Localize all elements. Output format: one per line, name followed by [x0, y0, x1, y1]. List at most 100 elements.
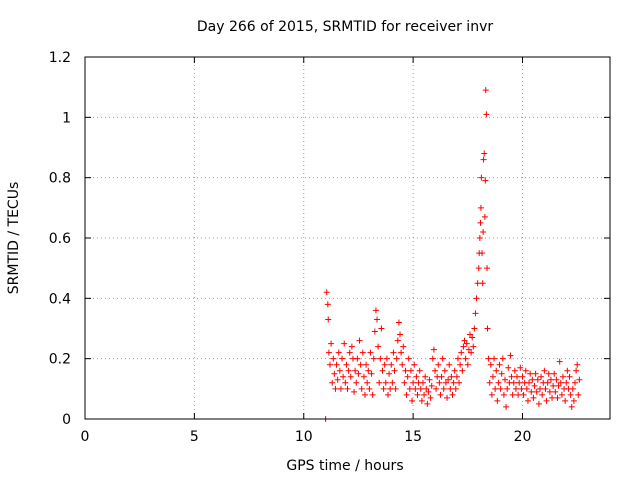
- data-point: [451, 367, 458, 374]
- data-point: [409, 397, 416, 404]
- data-point: [550, 382, 557, 389]
- data-point: [339, 355, 346, 362]
- x-tick-labels: 0 5 10 15 20: [81, 429, 532, 445]
- data-point: [475, 265, 482, 272]
- data-point: [567, 391, 574, 398]
- data-point: [345, 367, 352, 374]
- data-point: [511, 367, 518, 374]
- x-tick-label: 5: [190, 429, 199, 445]
- data-point: [515, 391, 522, 398]
- data-point: [468, 349, 475, 356]
- data-point: [462, 355, 469, 362]
- data-point: [417, 385, 424, 392]
- data-point: [559, 373, 566, 380]
- data-point: [406, 385, 413, 392]
- data-point: [375, 343, 382, 350]
- data-point: [410, 379, 417, 386]
- y-tick-labels: 0 0.2 0.4 0.6 0.8 1 1.2: [49, 50, 71, 428]
- data-point: [546, 388, 553, 395]
- data-point: [503, 403, 510, 410]
- data-point: [519, 373, 526, 380]
- data-point: [447, 385, 454, 392]
- data-point: [458, 349, 465, 356]
- data-point: [524, 397, 531, 404]
- data-point: [334, 376, 341, 383]
- data-point: [344, 385, 351, 392]
- data-point: [397, 331, 403, 338]
- data-point: [442, 379, 449, 386]
- data-point: [485, 355, 492, 362]
- data-point: [426, 376, 433, 383]
- data-point: [498, 370, 505, 377]
- data-point: [364, 379, 371, 386]
- x-tick-label: 0: [81, 429, 90, 445]
- data-point: [529, 376, 536, 383]
- data-point: [533, 388, 540, 395]
- data-point: [383, 355, 390, 362]
- data-point: [530, 394, 537, 401]
- data-point: [526, 379, 533, 386]
- data-point: [419, 379, 426, 386]
- data-point: [509, 391, 516, 398]
- data-point: [489, 373, 496, 380]
- data-point: [517, 364, 524, 371]
- data-point: [328, 340, 335, 347]
- data-point: [324, 301, 331, 308]
- data-point: [433, 385, 440, 392]
- data-point: [411, 361, 418, 368]
- data-point: [399, 361, 406, 368]
- data-point: [484, 325, 491, 332]
- data-point: [459, 367, 466, 374]
- data-point: [528, 388, 535, 395]
- data-point: [370, 355, 377, 362]
- data-point: [376, 379, 383, 386]
- data-point: [358, 385, 365, 392]
- chart-title: Day 266 of 2015, SRMTID for receiver inv…: [197, 19, 493, 35]
- data-points: [322, 87, 583, 422]
- data-point: [377, 355, 384, 362]
- y-tick-label: 0.4: [49, 291, 71, 307]
- data-point: [520, 391, 527, 398]
- data-point: [357, 361, 364, 368]
- data-point: [514, 373, 521, 380]
- data-point: [522, 367, 529, 374]
- data-point: [394, 337, 401, 344]
- data-point: [478, 174, 485, 181]
- data-point: [388, 361, 395, 368]
- data-point: [438, 373, 445, 380]
- data-point: [380, 385, 387, 392]
- data-point: [527, 370, 534, 377]
- data-point: [369, 391, 376, 398]
- data-point: [440, 385, 447, 392]
- data-point: [569, 385, 576, 392]
- data-point: [430, 346, 437, 353]
- data-point: [374, 316, 381, 323]
- y-tick-label: 1: [62, 110, 71, 126]
- data-point: [486, 379, 493, 386]
- x-tick-label: 15: [404, 429, 422, 445]
- data-point: [381, 361, 388, 368]
- data-point: [542, 385, 549, 392]
- data-point: [333, 361, 340, 368]
- data-point: [497, 385, 504, 392]
- data-point: [463, 340, 470, 347]
- data-point: [365, 367, 372, 374]
- data-point: [372, 307, 379, 314]
- data-point: [492, 385, 499, 392]
- data-point: [336, 367, 343, 374]
- data-point: [465, 346, 472, 353]
- data-point: [481, 213, 488, 220]
- data-point: [432, 367, 438, 374]
- data-point: [392, 385, 399, 392]
- data-point: [531, 382, 538, 389]
- data-point: [467, 331, 473, 338]
- data-point: [544, 379, 551, 386]
- data-point: [523, 385, 530, 392]
- data-point: [470, 343, 477, 350]
- data-point: [356, 337, 363, 344]
- data-point: [558, 391, 565, 398]
- x-tick-label: 20: [514, 429, 532, 445]
- data-point: [368, 370, 375, 377]
- data-point: [537, 385, 543, 392]
